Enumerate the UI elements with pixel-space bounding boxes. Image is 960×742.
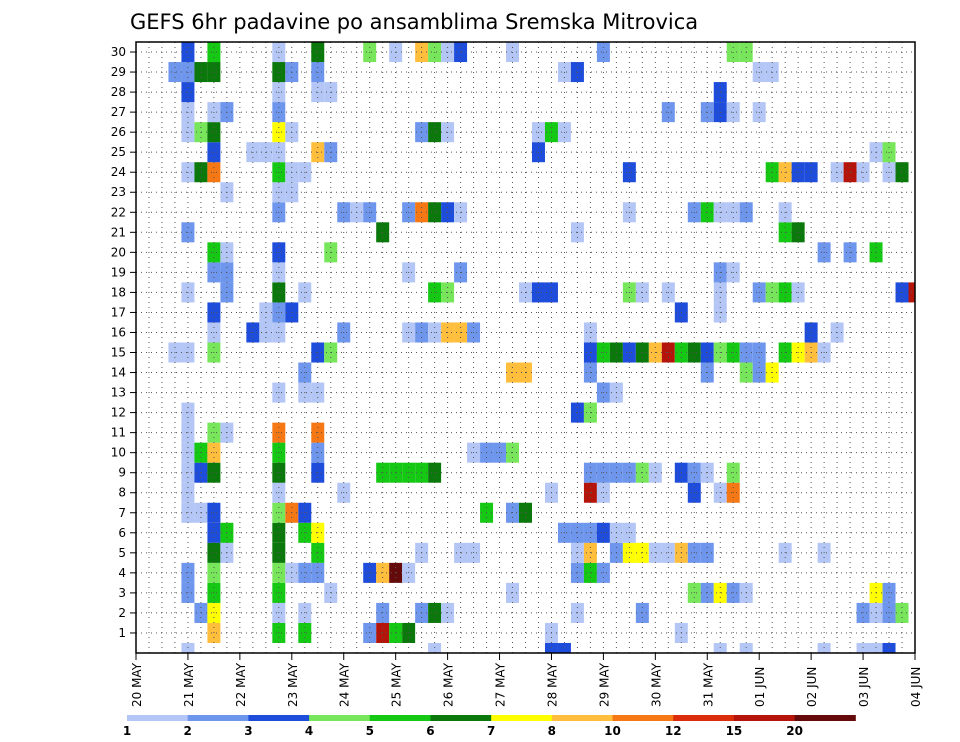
y-tick-label: 10: [111, 446, 126, 460]
y-tick-label: 18: [111, 285, 126, 299]
y-tick-label: 4: [118, 566, 126, 580]
colorbar-swatch: [187, 715, 249, 721]
plot-frame: [135, 41, 916, 654]
chart-title: GEFS 6hr padavine po ansamblima Sremska …: [130, 10, 698, 34]
colorbar-label: 1: [123, 724, 131, 738]
y-tick-label: 5: [118, 546, 126, 560]
y-tick-label: 28: [111, 85, 126, 99]
x-tick-label: 30 MAY: [649, 662, 663, 707]
y-tick-label: 30: [111, 45, 126, 59]
y-tick-label: 1: [118, 626, 126, 640]
y-tick-label: 29: [111, 65, 126, 79]
x-tick-label: 29 MAY: [597, 662, 611, 707]
x-tick-label: 31 MAY: [701, 662, 715, 707]
colorbar-label: 5: [366, 724, 374, 738]
x-tick-label: 28 MAY: [545, 662, 559, 707]
colorbar-label: 6: [426, 724, 434, 738]
colorbar-swatch: [612, 715, 674, 721]
x-tick-label: 24 MAY: [338, 662, 352, 707]
y-tick-label: 15: [111, 346, 126, 360]
y-tick-label: 2: [118, 606, 126, 620]
colorbar-label: 20: [786, 724, 803, 738]
colorbar-swatch: [551, 715, 614, 721]
y-tick-label: 3: [118, 586, 126, 600]
y-tick-label: 13: [111, 386, 126, 400]
colorbar-label: 7: [487, 724, 495, 738]
colorbar-swatch: [127, 715, 189, 721]
x-tick-label: 23 MAY: [286, 662, 300, 707]
colorbar-swatch: [430, 715, 492, 721]
y-tick-label: 14: [111, 366, 126, 380]
y-tick-label: 7: [118, 506, 126, 520]
colorbar-swatch: [491, 715, 553, 721]
colorbar-swatch: [309, 715, 371, 721]
x-tick-label: 02 JUN: [805, 667, 819, 707]
colorbar-swatch: [673, 715, 735, 721]
y-tick-label: 27: [111, 105, 126, 119]
colorbar-label: 15: [726, 724, 743, 738]
y-tick-label: 9: [118, 466, 126, 480]
y-tick-label: 21: [111, 225, 126, 239]
x-tick-label: 22 MAY: [234, 662, 248, 707]
colorbar-label: 3: [244, 724, 252, 738]
x-tick-label: 04 JUN: [909, 667, 923, 707]
x-tick-label: 25 MAY: [390, 662, 404, 707]
colorbar-swatch: [733, 715, 796, 721]
colorbar-swatch: [248, 715, 310, 721]
y-tick-label: 25: [111, 145, 126, 159]
grid-lines: [136, 42, 915, 653]
y-tick-label: 23: [111, 185, 126, 199]
colorbar-label: 4: [305, 724, 313, 738]
colorbar: 1 2 3 4 5 6 7 8 10 12 15 20: [123, 715, 856, 738]
colorbar-label: 2: [184, 724, 192, 738]
y-tick-label: 24: [111, 165, 126, 179]
y-tick-label: 17: [111, 305, 126, 319]
x-tick-label: 27 MAY: [494, 662, 508, 707]
colorbar-label: 10: [604, 724, 621, 738]
colorbar-label: 8: [548, 724, 556, 738]
x-tick-label: 21 MAY: [182, 662, 196, 707]
y-tick-label: 12: [111, 406, 126, 420]
y-tick-label: 16: [111, 325, 126, 339]
x-tick-label: 03 JUN: [857, 667, 871, 707]
y-tick-label: 26: [111, 125, 126, 139]
y-tick-label: 22: [111, 205, 126, 219]
y-tick-label: 11: [111, 426, 126, 440]
y-tick-label: 20: [111, 245, 126, 259]
x-axis: 20 MAY 21 MAY 22 MAY 23 MAY 24 MAY 25 MAY 26 M…: [130, 653, 923, 707]
y-tick-label: 19: [111, 265, 126, 279]
x-tick-label: 26 MAY: [442, 662, 456, 707]
colorbar-swatch: [369, 715, 431, 721]
colorbar-swatch: [794, 715, 856, 721]
colorbar-label: 12: [665, 724, 682, 738]
y-tick-label: 8: [118, 486, 126, 500]
heatmap-cells: [168, 42, 915, 653]
y-tick-label: 6: [118, 526, 126, 540]
x-tick-label: 01 JUN: [753, 667, 767, 707]
x-tick-label: 20 MAY: [130, 662, 144, 707]
y-axis: 1234567891011121314151617181920212223242…: [111, 45, 136, 640]
